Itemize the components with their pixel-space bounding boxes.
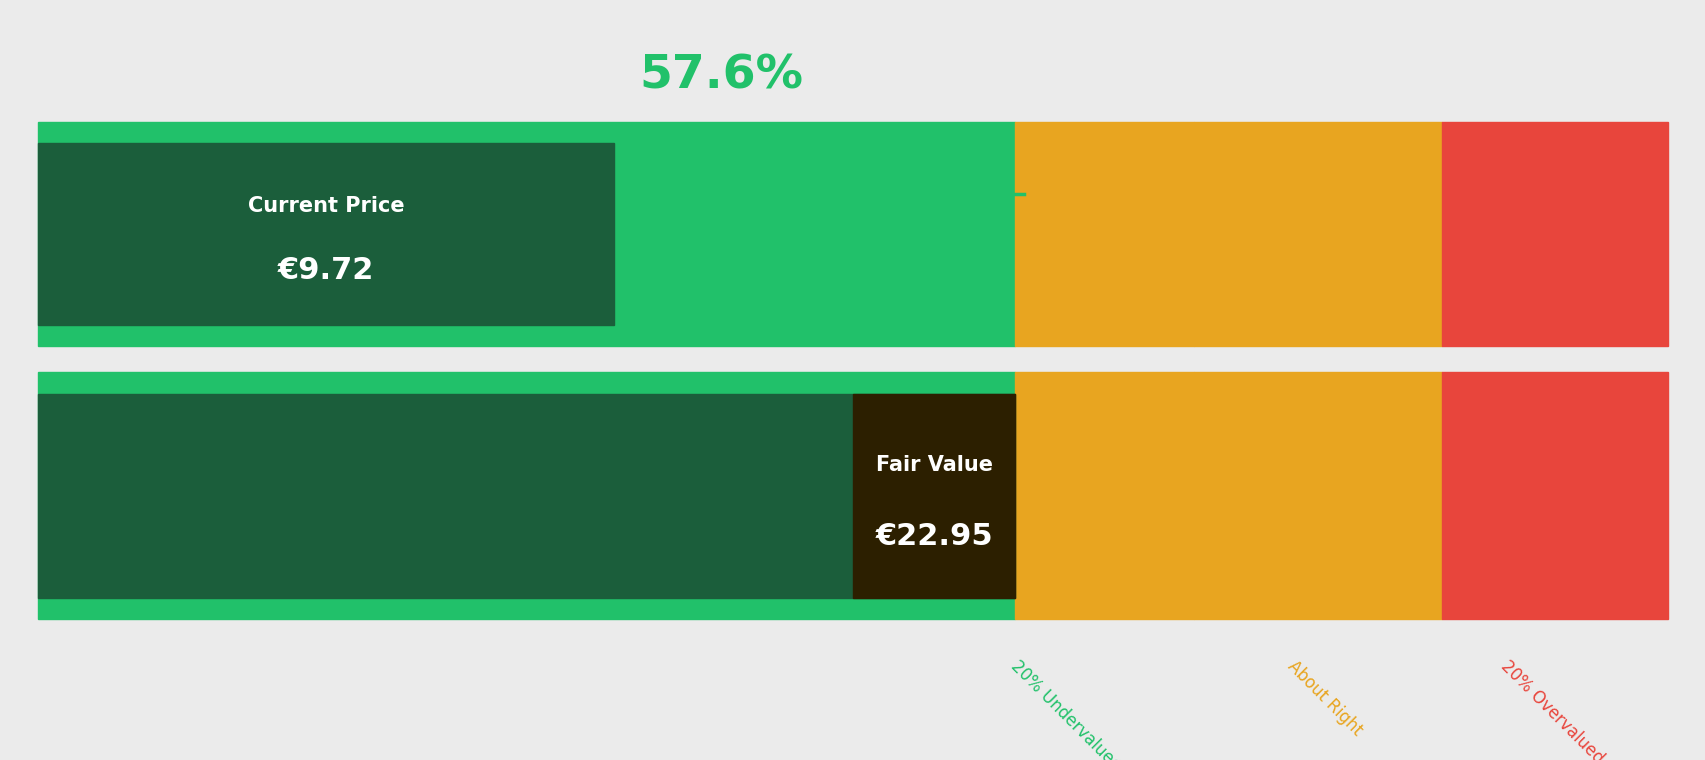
- Text: About Right: About Right: [1284, 657, 1366, 739]
- Bar: [38, 122, 1014, 346]
- Text: Current Price: Current Price: [247, 196, 404, 217]
- Bar: [1194, 122, 1441, 346]
- Bar: [1014, 372, 1194, 619]
- Text: €22.95: €22.95: [875, 522, 992, 551]
- Bar: [38, 372, 1014, 619]
- Text: Fair Value: Fair Value: [875, 455, 992, 475]
- Text: 57.6%: 57.6%: [639, 53, 803, 99]
- Bar: [1014, 122, 1194, 346]
- Text: 20% Overvalued: 20% Overvalued: [1497, 657, 1606, 760]
- Bar: [852, 394, 1014, 598]
- Bar: [1441, 122, 1667, 346]
- Bar: [1441, 372, 1667, 619]
- Text: Undervalued: Undervalued: [639, 132, 808, 157]
- Bar: [1194, 372, 1441, 619]
- Text: €9.72: €9.72: [278, 255, 373, 284]
- Bar: [38, 394, 1014, 598]
- Text: 20% Undervalued: 20% Undervalued: [1008, 657, 1124, 760]
- Bar: [38, 143, 614, 325]
